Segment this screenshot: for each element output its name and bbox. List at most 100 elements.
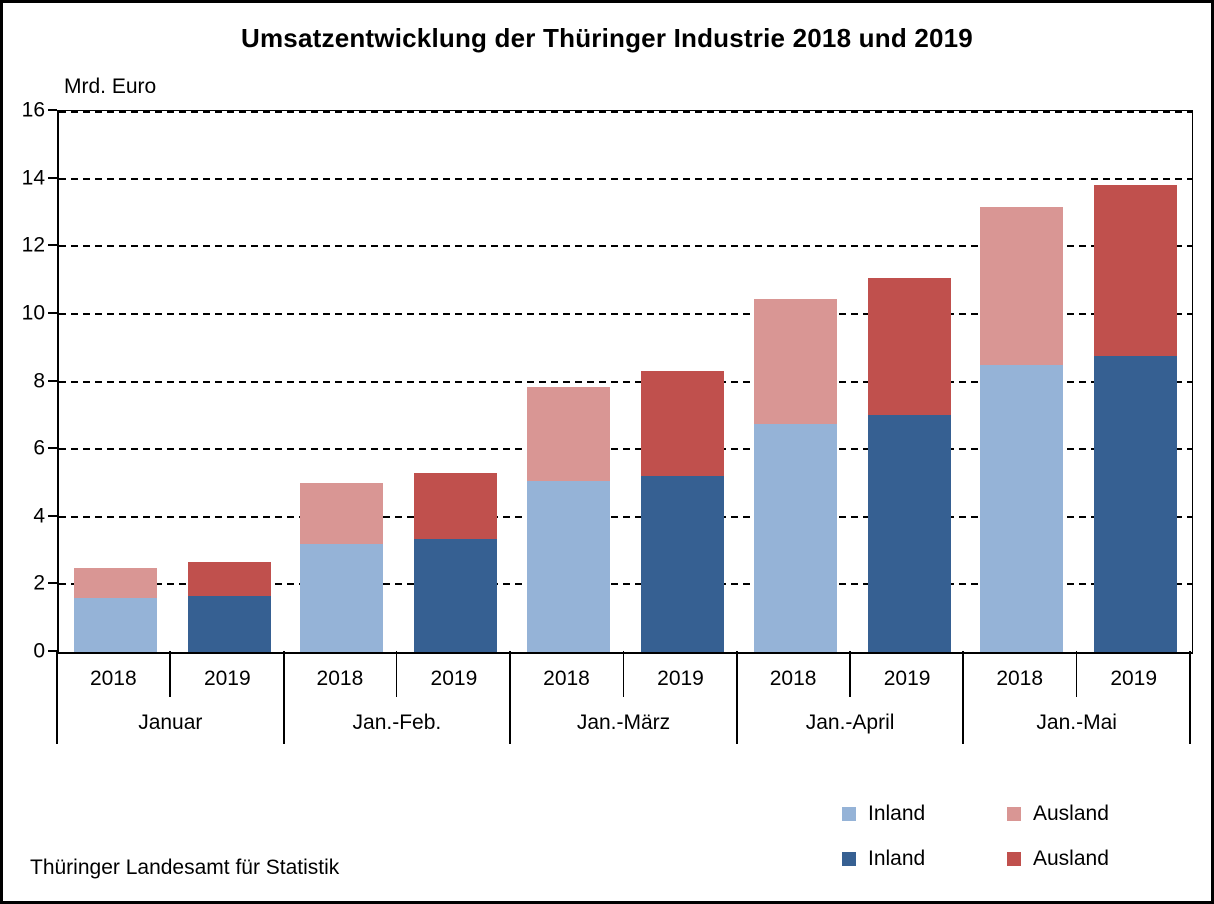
gridline-6 bbox=[59, 448, 1192, 451]
x-group-label-Januar: Januar bbox=[138, 711, 203, 734]
x-group-boundary-4 bbox=[962, 651, 965, 744]
x-year-separator-Januar bbox=[169, 651, 171, 697]
bar-segment-inland-2018 bbox=[300, 543, 384, 652]
y-tick-label-6: 6 bbox=[33, 436, 45, 460]
legend-item-inland-2019: Inland bbox=[842, 848, 1007, 869]
x-year-label-2018-Jan.-April: 2018 bbox=[769, 667, 817, 690]
bar-2019-Jan.-März bbox=[641, 371, 724, 652]
bar-segment-inland-2019 bbox=[867, 415, 951, 652]
bar-segment-inland-2019 bbox=[414, 538, 498, 652]
x-group-label-Jan.-Feb.: Jan.-Feb. bbox=[352, 711, 442, 734]
x-group-boundary-0 bbox=[56, 651, 58, 744]
y-tick-14 bbox=[48, 176, 57, 179]
gridline-4 bbox=[59, 515, 1192, 518]
legend-label: Ausland bbox=[1033, 847, 1109, 870]
bar-segment-inland-2018 bbox=[73, 597, 157, 652]
gridline-16 bbox=[59, 111, 1192, 113]
x-group-boundary-3 bbox=[735, 651, 738, 744]
y-tick-0 bbox=[48, 650, 57, 652]
x-year-label-2018-Januar: 2018 bbox=[89, 667, 137, 690]
y-tick-8 bbox=[48, 379, 57, 382]
y-tick-10 bbox=[48, 311, 57, 314]
bar-2018-Jan.-Mai bbox=[980, 207, 1064, 652]
legend-row-1: Inland Ausland bbox=[842, 791, 1172, 836]
bar-segment-inland-2018 bbox=[753, 423, 837, 652]
bar-segment-ausland-2018 bbox=[753, 298, 837, 424]
gridline-10 bbox=[59, 312, 1192, 315]
x-group-boundary-5 bbox=[1189, 651, 1191, 744]
y-tick-label-4: 4 bbox=[33, 504, 45, 528]
y-axis-unit-label: Mrd. Euro bbox=[64, 75, 157, 98]
x-group-label-Jan.-April: Jan.-April bbox=[805, 711, 895, 734]
bar-segment-ausland-2019 bbox=[641, 371, 724, 477]
bar-segment-ausland-2019 bbox=[867, 278, 951, 416]
bar-segment-inland-2019 bbox=[187, 596, 271, 652]
x-year-label-2019-Januar: 2019 bbox=[203, 667, 251, 690]
bar-2018-Jan.-April bbox=[753, 298, 837, 652]
legend-label: Ausland bbox=[1033, 802, 1109, 825]
x-group-label-Jan.-März: Jan.-März bbox=[576, 711, 671, 734]
legend-swatch-icon bbox=[842, 851, 856, 866]
x-group-label-Jan.-Mai: Jan.-Mai bbox=[1036, 711, 1117, 734]
bar-segment-ausland-2018 bbox=[300, 482, 384, 544]
bar-segment-ausland-2019 bbox=[1094, 185, 1178, 357]
gridline-12 bbox=[59, 245, 1192, 248]
bar-segment-inland-2019 bbox=[641, 476, 724, 652]
x-group-boundary-2 bbox=[509, 651, 512, 744]
gridline-2 bbox=[59, 583, 1192, 586]
bar-2018-Jan.-Feb. bbox=[300, 482, 384, 652]
y-tick-label-0: 0 bbox=[33, 639, 45, 663]
legend-label: Inland bbox=[868, 847, 926, 870]
x-year-separator-Jan.-Mai bbox=[1075, 651, 1078, 697]
legend-label: Inland bbox=[868, 802, 926, 825]
y-tick-label-10: 10 bbox=[21, 301, 45, 325]
plot-area bbox=[57, 110, 1193, 654]
source-note: Thüringer Landesamt für Statistik bbox=[30, 856, 340, 879]
legend-swatch-icon bbox=[1007, 851, 1021, 866]
y-tick-6 bbox=[48, 447, 57, 450]
chart-title: Umsatzentwicklung der Thüringer Industri… bbox=[241, 23, 973, 53]
bar-segment-inland-2019 bbox=[1094, 356, 1178, 652]
bar-2019-Jan.-Feb. bbox=[414, 472, 498, 652]
bar-2019-Januar bbox=[187, 562, 271, 652]
x-year-label-2018-Jan.-Mai: 2018 bbox=[996, 667, 1044, 690]
bar-segment-ausland-2019 bbox=[414, 472, 498, 539]
bar-segment-ausland-2018 bbox=[527, 386, 610, 482]
y-tick-label-2: 2 bbox=[33, 571, 45, 595]
y-tick-label-14: 14 bbox=[21, 166, 45, 190]
bar-2018-Januar bbox=[73, 567, 157, 652]
bar-segment-ausland-2019 bbox=[187, 562, 271, 597]
legend-item-ausland-2018: Ausland bbox=[1007, 803, 1172, 824]
gridline-14 bbox=[59, 177, 1192, 180]
x-year-separator-Jan.-April bbox=[849, 651, 851, 697]
bar-segment-ausland-2018 bbox=[980, 207, 1064, 365]
gridline-8 bbox=[59, 380, 1192, 383]
bar-segment-inland-2018 bbox=[527, 481, 610, 652]
bar-segment-ausland-2018 bbox=[73, 567, 157, 598]
x-year-label-2019-Jan.-Feb.: 2019 bbox=[430, 667, 478, 690]
x-year-separator-Jan.-März bbox=[622, 651, 624, 697]
y-tick-4 bbox=[48, 514, 57, 517]
bar-2019-Jan.-Mai bbox=[1094, 185, 1178, 652]
bar-segment-inland-2018 bbox=[980, 364, 1064, 652]
x-year-label-2019-Jan.-April: 2019 bbox=[883, 667, 931, 690]
y-tick-16 bbox=[48, 109, 57, 111]
legend-row-2: Inland Ausland bbox=[842, 836, 1172, 881]
x-year-label-2019-Jan.-Mai: 2019 bbox=[1110, 667, 1158, 690]
x-year-label-2019-Jan.-März: 2019 bbox=[657, 667, 704, 690]
x-group-boundary-1 bbox=[282, 651, 285, 744]
y-tick-label-16: 16 bbox=[21, 98, 45, 122]
legend-swatch-icon bbox=[1007, 806, 1021, 821]
x-year-separator-Jan.-Feb. bbox=[395, 651, 398, 697]
legend-item-ausland-2019: Ausland bbox=[1007, 848, 1172, 869]
legend-item-inland-2018: Inland bbox=[842, 803, 1007, 824]
bar-2018-Jan.-März bbox=[527, 386, 610, 652]
x-year-label-2018-Jan.-Feb.: 2018 bbox=[316, 667, 364, 690]
y-tick-12 bbox=[48, 244, 57, 247]
legend: Inland Ausland Inland Ausland bbox=[842, 791, 1172, 881]
x-year-label-2018-Jan.-März: 2018 bbox=[543, 667, 590, 690]
y-tick-2 bbox=[48, 582, 57, 585]
y-tick-label-12: 12 bbox=[21, 233, 45, 257]
legend-swatch-icon bbox=[842, 806, 856, 821]
